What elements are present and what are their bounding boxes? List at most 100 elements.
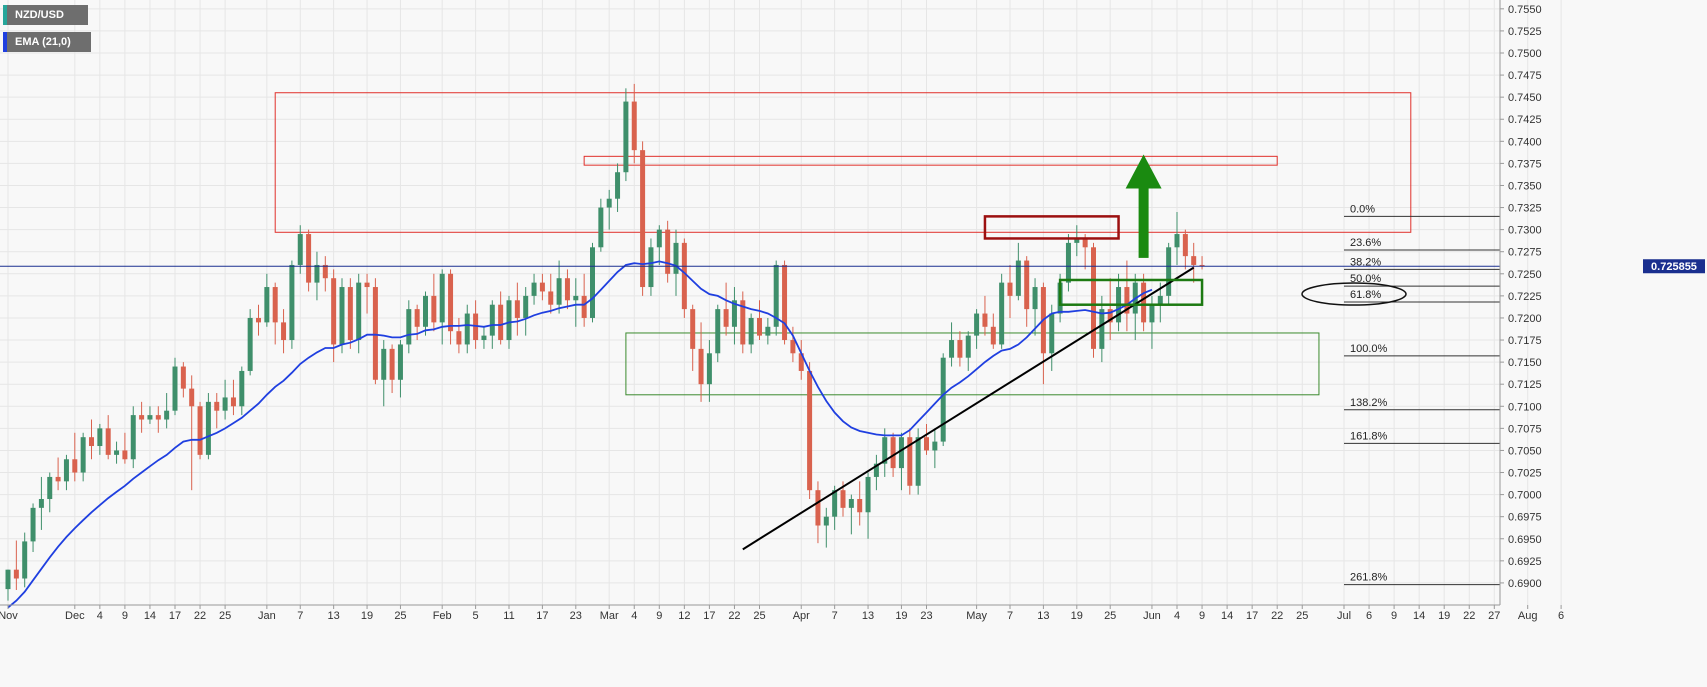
- candle-body: [30, 507, 36, 542]
- candle-body: [97, 428, 103, 447]
- candle-body: [865, 476, 871, 513]
- candle-body: [1166, 247, 1172, 296]
- x-tick-label: 6: [1366, 610, 1372, 622]
- candle-body: [1082, 238, 1088, 248]
- candle-body: [1032, 287, 1038, 310]
- y-tick-label: 0.7275: [1508, 247, 1542, 259]
- y-tick-label: 0.7250: [1508, 269, 1542, 281]
- y-axis: 0.7550 0.7525 0.7500 0.7475 0.7450 0.7425 0.74…: [0, 0, 1542, 606]
- y-tick-label: 0.7125: [1508, 379, 1542, 391]
- y-tick-label: 0.7300: [1508, 225, 1542, 237]
- candle-body: [731, 300, 737, 327]
- candle-body: [381, 348, 387, 380]
- y-tick-label: 0.7150: [1508, 357, 1542, 369]
- candle-body: [397, 344, 403, 380]
- candle-body: [873, 463, 879, 477]
- candle-body: [339, 287, 345, 345]
- candle-body: [322, 264, 328, 279]
- x-tick-label: Jan: [258, 610, 276, 622]
- candle-body: [1074, 238, 1080, 243]
- x-tick-label: 6: [1558, 610, 1564, 622]
- candle-body: [130, 415, 136, 460]
- candle-body: [631, 101, 637, 151]
- symbol-legend[interactable]: NZD/USD: [3, 5, 88, 25]
- y-tick-label: 0.7325: [1508, 203, 1542, 215]
- candle-body: [957, 340, 963, 358]
- candle-body: [940, 357, 946, 442]
- x-tick-label: 25: [753, 610, 765, 622]
- red-breakout-box: [983, 215, 1120, 240]
- candle-body: [590, 247, 595, 318]
- candle-body: [932, 441, 938, 451]
- candle-body: [656, 229, 662, 248]
- candles: [5, 83, 1205, 601]
- candle-body: [197, 406, 203, 455]
- x-tick-label: Jul: [1337, 610, 1351, 622]
- candle-body: [22, 541, 28, 579]
- candle-body: [681, 242, 687, 310]
- candle-body: [690, 309, 696, 349]
- symbol-color-swatch: [3, 5, 7, 25]
- candle-body: [907, 437, 913, 486]
- candle-body: [389, 348, 395, 380]
- candle-body: [189, 388, 195, 407]
- x-tick-label: 9: [1391, 610, 1397, 622]
- candle-body: [1141, 282, 1147, 323]
- y-tick-label: 0.7200: [1508, 313, 1542, 325]
- x-tick-label: Aug: [1518, 610, 1538, 622]
- resistance-zone-outer: [274, 92, 1412, 233]
- candle-body: [147, 415, 153, 420]
- y-tick-label: 0.7500: [1508, 48, 1542, 60]
- x-tick-label: 7: [832, 610, 838, 622]
- resistance-zone-inner: [583, 155, 1278, 166]
- y-tick-label: 0.7375: [1508, 158, 1542, 170]
- candle-body: [331, 278, 337, 345]
- current-price-label: 0.725855: [1651, 261, 1697, 273]
- x-tick-label: 13: [862, 610, 874, 622]
- candle-body: [606, 198, 612, 208]
- x-tick-label: 9: [122, 610, 128, 622]
- candle-body: [80, 437, 86, 473]
- arrow-shaft: [1138, 186, 1149, 258]
- candle-body: [573, 295, 579, 301]
- candle-body: [155, 415, 161, 420]
- x-tick-label: 11: [503, 610, 514, 622]
- ema-label: EMA (21,0): [15, 36, 71, 48]
- candle-body: [364, 282, 370, 288]
- candle-body: [347, 287, 353, 341]
- fibonacci-levels: 0.0% 23.6% 38.2% 50.0% 61.8% 100.0% 138.2% 161.…: [1301, 203, 1500, 586]
- y-tick-label: 0.7550: [1508, 4, 1542, 16]
- fib-label: 38.2%: [1350, 256, 1381, 268]
- y-tick-label: 0.7225: [1508, 291, 1542, 303]
- candle-body: [180, 366, 186, 389]
- x-tick-label: 22: [1271, 610, 1283, 622]
- current-price-tag: 0.725855: [1643, 259, 1705, 274]
- fib-label: 50.0%: [1350, 273, 1381, 285]
- breakout-boxes: [983, 215, 1204, 306]
- x-tick-label: Mar: [600, 610, 619, 622]
- x-tick-label: 14: [1221, 610, 1233, 622]
- candle-body: [1157, 295, 1163, 305]
- y-tick-label: 0.7100: [1508, 401, 1542, 413]
- x-tick-label: 17: [169, 610, 181, 622]
- x-tick-label: 17: [1246, 610, 1258, 622]
- candle-body: [882, 437, 888, 464]
- x-tick-label: 25: [1104, 610, 1116, 622]
- candle-body: [673, 242, 679, 274]
- ascending-trendline: [742, 266, 1195, 551]
- y-tick-label: 0.7425: [1508, 114, 1542, 126]
- candle-body: [247, 317, 253, 371]
- zones: [274, 92, 1412, 396]
- candle-body: [531, 282, 537, 296]
- current-price-tag-bg: [1643, 259, 1705, 274]
- y-tick-label: 0.6925: [1508, 556, 1542, 568]
- y-tick-label: 0.7175: [1508, 335, 1542, 347]
- ema-legend[interactable]: EMA (21,0): [3, 32, 91, 52]
- candle-body: [264, 287, 270, 323]
- y-tick-label: 0.7525: [1508, 26, 1542, 38]
- candle-body: [205, 401, 211, 455]
- x-tick-label: 17: [703, 610, 715, 622]
- candle-body: [648, 247, 654, 288]
